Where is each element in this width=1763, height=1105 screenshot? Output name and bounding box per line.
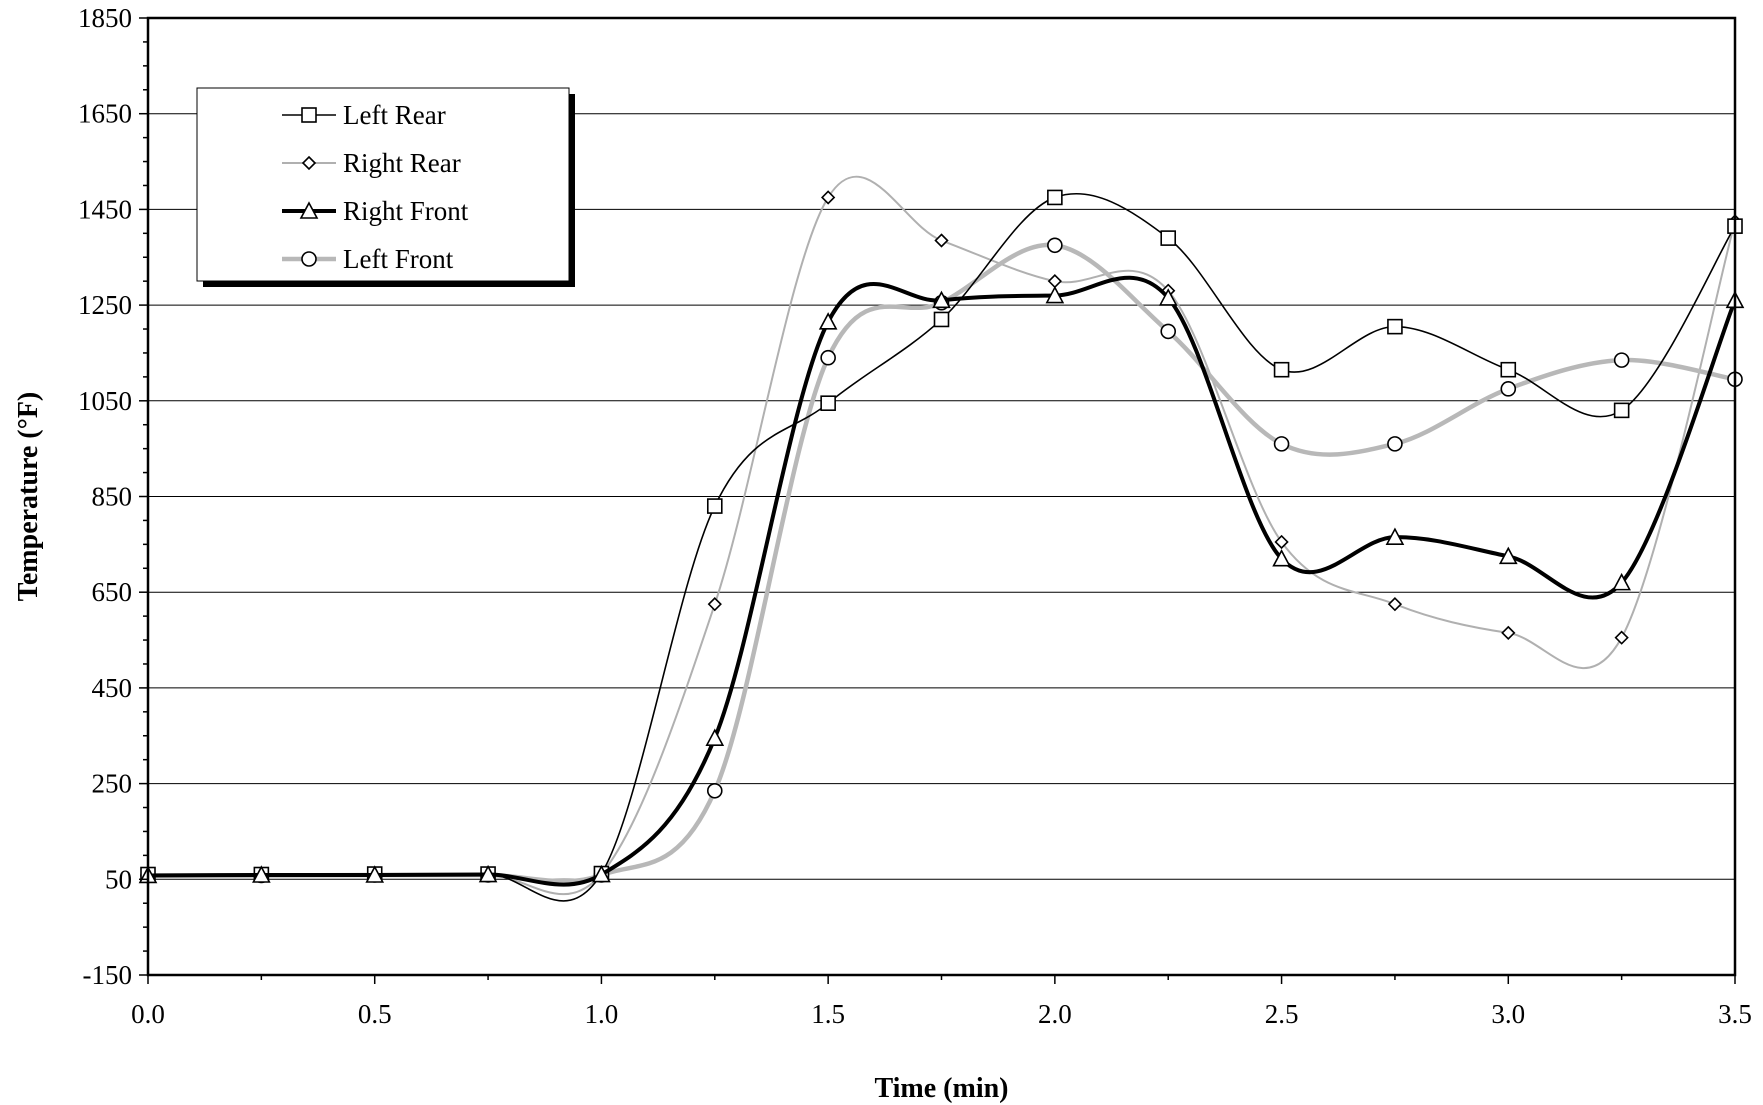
x-tick-label: 0.0: [131, 999, 165, 1029]
legend-entry-left-front: Left Front: [282, 244, 454, 274]
data-point-left-front: [1500, 381, 1517, 397]
y-tick-label: 50: [105, 864, 132, 894]
y-tick-label: 1050: [78, 386, 132, 416]
data-point-left-rear: [1047, 189, 1063, 206]
y-tick-label: 250: [92, 769, 133, 799]
x-tick-label: 1.5: [811, 999, 845, 1029]
axes: [139, 16, 1737, 984]
data-point-right-front: [818, 312, 838, 330]
y-tick-label: 1450: [78, 194, 132, 224]
data-point-right-rear: [1387, 597, 1403, 612]
data-point-left-front: [1387, 436, 1403, 452]
data-point-left-front: [1613, 352, 1630, 368]
y-axis-title: Temperature (°F): [13, 392, 44, 601]
legend-box: [196, 87, 570, 282]
series-right-front: [138, 275, 1745, 887]
y-tick-label: 650: [92, 577, 133, 607]
y-tick-label: 450: [92, 673, 133, 703]
legend-label-left-front: Left Front: [343, 244, 454, 274]
legend-marker-right-front: [299, 201, 319, 219]
data-point-right-rear: [707, 597, 722, 612]
data-point-left-rear: [1500, 361, 1517, 378]
legend-marker-left-front: [301, 251, 317, 267]
data-point-right-rear: [1274, 534, 1289, 550]
x-tick-label: 1.0: [585, 999, 619, 1029]
data-point-right-rear: [821, 190, 836, 205]
data-point-left-rear: [933, 311, 950, 328]
data-point-left-rear: [1613, 402, 1630, 419]
data-point-left-front: [1160, 323, 1177, 340]
data-point-right-front: [478, 864, 498, 883]
legend: Left Rear Right Rear Right Front Left Front: [196, 87, 575, 287]
data-point-right-front: [1498, 546, 1518, 565]
y-tick-label: 1250: [78, 290, 132, 320]
data-point-right-rear: [934, 233, 949, 248]
y-tick-label: 1650: [78, 99, 132, 129]
data-point-right-front: [1612, 572, 1631, 591]
data-point-left-front: [1047, 237, 1063, 254]
legend-marker-left-rear: [301, 107, 317, 123]
data-point-right-rear: [1501, 625, 1516, 641]
legend-entry-right-rear: Right Rear: [282, 148, 461, 178]
data-point-right-front: [932, 290, 951, 309]
legend-label-right-front: Right Front: [343, 196, 469, 226]
legend-marker-right-rear: [301, 155, 317, 171]
data-point-left-rear: [1160, 230, 1177, 246]
data-point-right-front: [1045, 285, 1065, 304]
x-tick-labels: 0.0 0.5 1.0 1.5 2.0 2.5 3.0 3.5: [131, 999, 1752, 1029]
legend-entry-right-front: Right Front: [282, 196, 469, 226]
x-tick-label: 3.5: [1718, 999, 1752, 1029]
legend-label-right-rear: Right Rear: [343, 148, 461, 178]
x-tick-label: 2.0: [1038, 999, 1072, 1029]
data-point-right-rear: [1047, 274, 1062, 289]
x-tick-label: 2.5: [1265, 999, 1299, 1029]
y-tick-labels: -150 50 250 450 650 850 1050 1250 1450 1650 1850: [78, 3, 132, 990]
data-point-left-front: [1273, 436, 1290, 452]
data-point-left-rear: [1273, 361, 1290, 378]
x-axis-title: Time (min): [874, 1073, 1008, 1104]
series-line-right-front: [147, 275, 1737, 887]
data-point-right-front: [705, 728, 725, 746]
data-point-left-rear: [820, 395, 836, 411]
data-point-right-front: [592, 864, 611, 883]
data-point-right-front: [1385, 527, 1405, 545]
data-point-right-front: [252, 865, 271, 883]
data-point-right-front: [365, 865, 385, 883]
y-tick-label: 850: [92, 482, 133, 512]
data-point-left-front: [706, 782, 723, 799]
data-point-left-rear: [1387, 318, 1403, 335]
data-point-right-rear: [1614, 630, 1629, 645]
y-tick-label: -150: [83, 960, 133, 990]
data-point-left-rear: [706, 498, 723, 514]
x-tick-label: 3.0: [1491, 999, 1525, 1029]
data-point-right-front: [1272, 549, 1291, 567]
series-line-left-front: [147, 242, 1736, 884]
legend-entry-left-rear: Left Rear: [282, 100, 446, 130]
data-point-right-front: [1158, 288, 1178, 306]
x-tick-label: 0.5: [358, 999, 392, 1029]
legend-label-left-rear: Left Rear: [343, 100, 446, 130]
y-tick-label: 1850: [78, 3, 132, 33]
series-lines: [138, 175, 1745, 902]
data-point-left-front: [820, 349, 836, 366]
